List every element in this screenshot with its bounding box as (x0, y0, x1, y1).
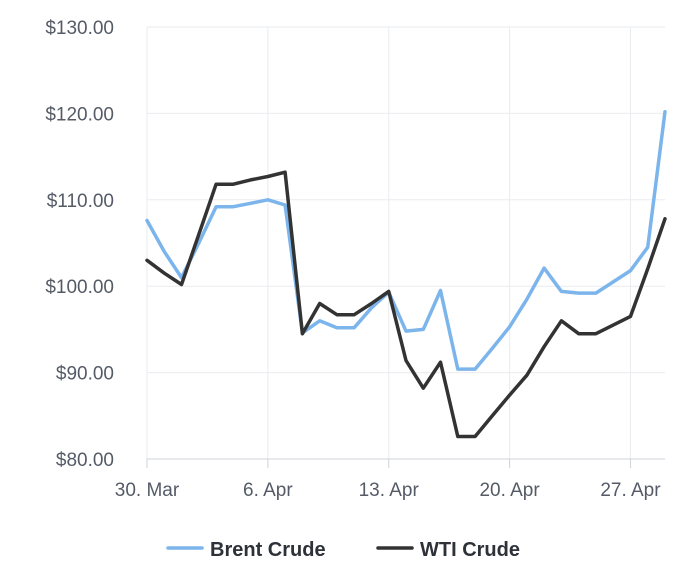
legend-item-brent-crude[interactable]: Brent Crude (166, 539, 326, 561)
legend-item-wti-crude[interactable]: WTI Crude (376, 539, 520, 561)
axes (146, 458, 665, 468)
legend-label: Brent Crude (210, 539, 326, 561)
y-tick-label: $130.00 (45, 18, 114, 39)
legend-label: WTI Crude (420, 539, 520, 561)
x-tick-label: 13. Apr (359, 480, 420, 501)
x-tick-label: 6. Apr (243, 480, 293, 501)
series-line-wti-crude (145, 170, 667, 439)
legend: Brent Crude WTI Crude (166, 539, 520, 561)
y-tick-label: $110.00 (47, 191, 114, 212)
tick-labels: $80.00 $90.00 $100.00 $110.00 $120.00 $130.00… (45, 18, 661, 501)
x-tick-label: 20. Apr (479, 480, 540, 501)
y-tick-label: $100.00 (45, 277, 114, 298)
y-tick-label: $80.00 (56, 450, 114, 471)
y-tick-label: $120.00 (45, 104, 114, 125)
series-lines (145, 109, 667, 439)
x-tick-label: 30. Mar (115, 480, 180, 501)
series-line-brent-crude (145, 109, 667, 371)
y-tick-label: $90.00 (56, 364, 114, 385)
grid-lines (146, 26, 665, 460)
x-tick-label: 27. Apr (600, 480, 661, 501)
